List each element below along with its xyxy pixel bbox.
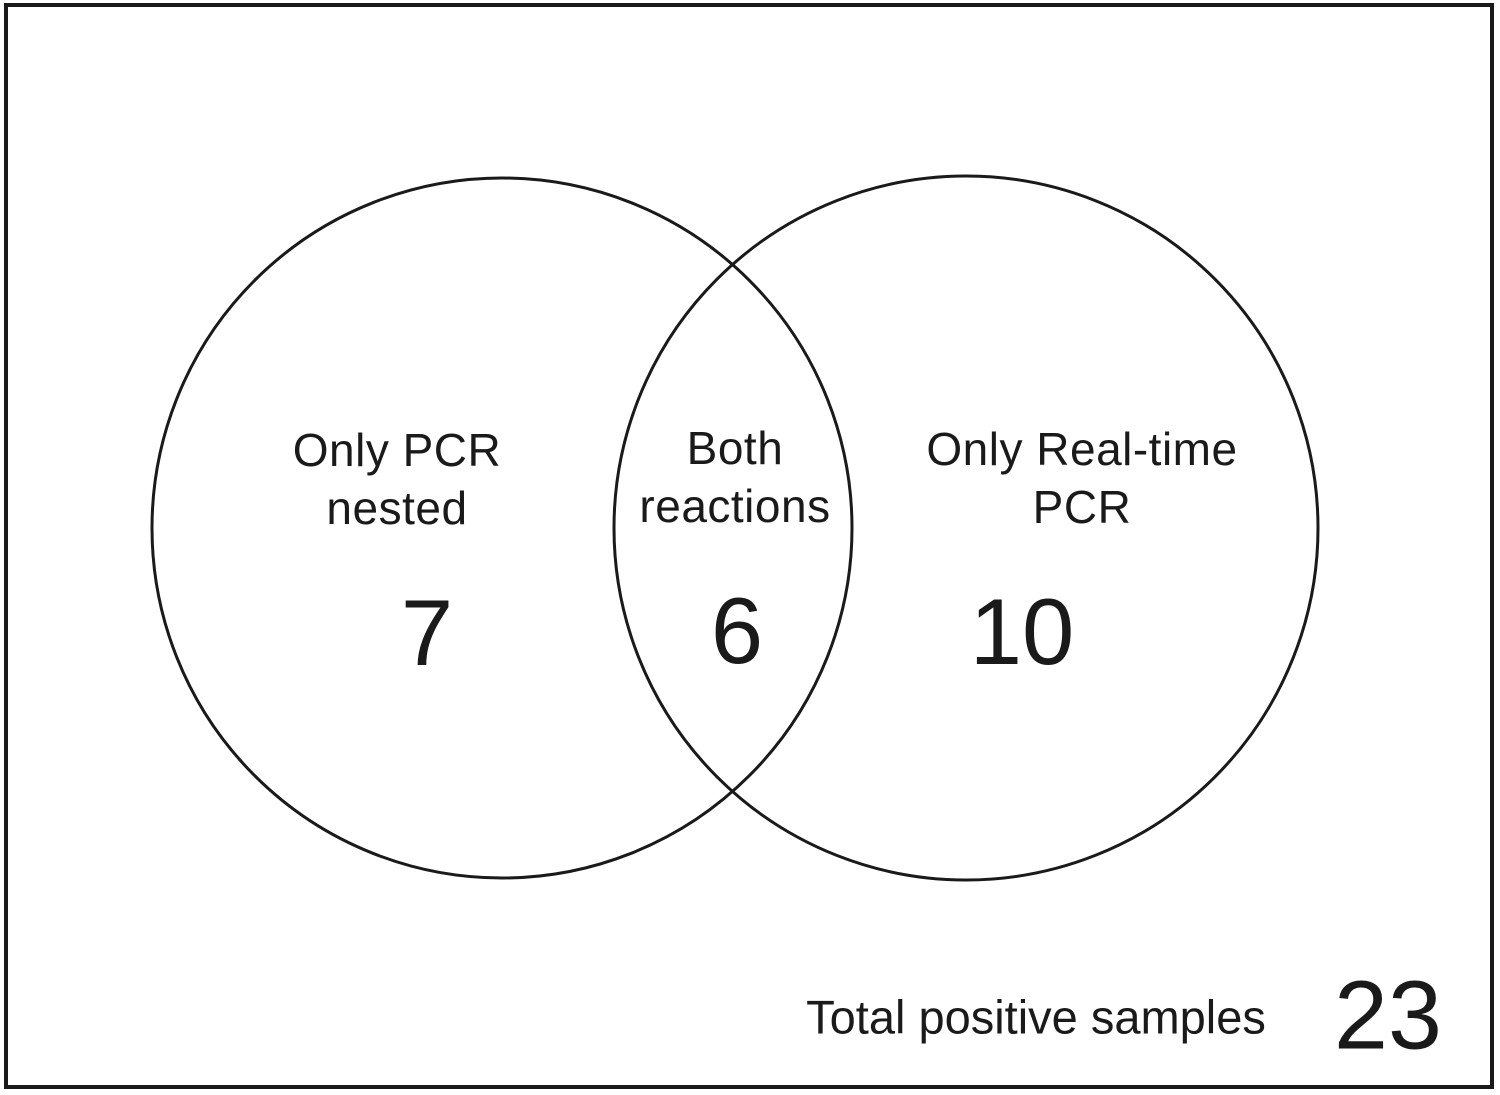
intersection-value: 6 bbox=[710, 578, 764, 683]
left-set-label: Only PCR nested bbox=[293, 421, 501, 537]
right-set-value: 10 bbox=[969, 579, 1075, 684]
intersection-label: Both reactions bbox=[639, 419, 830, 535]
total-value: 23 bbox=[1334, 960, 1442, 1070]
intersection-label-line2: reactions bbox=[639, 480, 831, 532]
right-circle-outline bbox=[612, 174, 1320, 882]
right-set-label: Only Real-time PCR bbox=[926, 420, 1237, 536]
right-set-label-line2: PCR bbox=[1032, 481, 1132, 533]
figure-frame bbox=[4, 3, 1494, 1089]
left-set-label-line2: nested bbox=[326, 482, 468, 534]
left-circle-outline bbox=[150, 176, 854, 880]
total-label: Total positive samples bbox=[806, 990, 1266, 1044]
left-set-value: 7 bbox=[400, 580, 454, 685]
left-set-label-line1: Only PCR bbox=[292, 424, 502, 476]
right-set-label-line1: Only Real-time bbox=[926, 423, 1238, 475]
intersection-label-line1: Both bbox=[686, 422, 784, 474]
